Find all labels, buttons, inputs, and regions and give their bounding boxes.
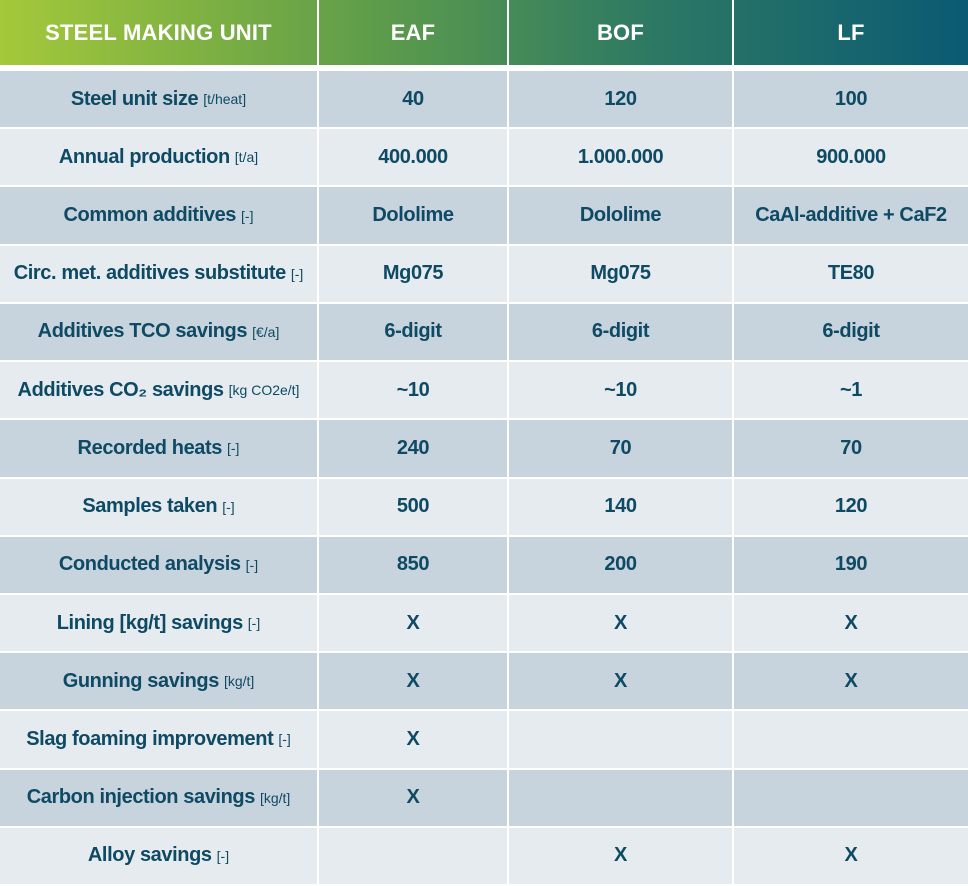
- value-cell-lf: X: [734, 653, 968, 712]
- row-label: Recorded heats: [77, 436, 223, 459]
- row-label-cell: Steel unit size [t/heat]: [0, 71, 319, 130]
- row-label-cell: Common additives [-]: [0, 187, 319, 246]
- row-label: Alloy savings: [87, 844, 212, 867]
- row-unit: [-]: [247, 615, 261, 632]
- value-cell-bof: 1.000.000: [509, 129, 734, 188]
- value-cell-lf: [734, 711, 968, 770]
- value-cell-bof: Mg075: [509, 245, 734, 304]
- header-lf: LF: [734, 0, 968, 71]
- row-label: Conducted analysis: [58, 553, 241, 576]
- value-cell-eaf: X: [319, 594, 509, 654]
- row-label: Circ. met. additives substitute: [13, 262, 287, 285]
- value-cell-lf: CaAl-additive + CaF2: [734, 187, 968, 246]
- row-label-cell: Samples taken [-]: [0, 478, 319, 537]
- row-unit: [-]: [222, 498, 235, 515]
- value-cell-eaf: 500: [319, 478, 509, 537]
- value-cell-bof: ~10: [509, 362, 734, 421]
- value-cell-eaf: [319, 827, 509, 886]
- value-cell-lf: 900.000: [734, 129, 968, 188]
- header-bof: BOF: [509, 0, 734, 71]
- row-label-cell: Additives TCO savings [€/a]: [0, 303, 319, 363]
- value-cell-bof: [509, 711, 734, 770]
- value-cell-eaf: 40: [319, 71, 509, 130]
- value-cell-eaf: Dololime: [319, 187, 509, 246]
- row-label-cell: Lining [kg/t] savings [-]: [0, 594, 319, 654]
- value-cell-bof: 140: [509, 478, 734, 537]
- row-unit: [-]: [216, 847, 230, 864]
- value-cell-bof: 200: [509, 536, 734, 595]
- row-label: Annual production: [58, 145, 230, 168]
- row-label-cell: Gunning savings [kg/t]: [0, 653, 319, 712]
- row-unit: [t/a]: [234, 149, 259, 166]
- value-cell-lf: X: [734, 594, 968, 654]
- row-label: Slag foaming improvement: [26, 727, 274, 750]
- header-gradient-band: [0, 0, 968, 71]
- row-unit: [-]: [278, 731, 291, 748]
- row-label-cell: Additives CO₂ savings [kg CO2e/t]: [0, 362, 319, 421]
- value-cell-eaf: X: [319, 769, 509, 828]
- row-label: Additives CO₂ savings: [17, 378, 225, 401]
- row-label: Lining [kg/t] savings: [56, 611, 243, 634]
- value-cell-bof: 6-digit: [509, 303, 734, 363]
- value-cell-bof: [509, 769, 734, 828]
- row-label: Steel unit size: [70, 87, 199, 110]
- row-label-cell: Slag foaming improvement [-]: [0, 711, 319, 770]
- value-cell-lf: X: [734, 827, 968, 886]
- row-label-cell: Annual production [t/a]: [0, 129, 319, 188]
- row-label: Common additives: [63, 204, 237, 227]
- value-cell-eaf: 850: [319, 536, 509, 595]
- row-unit: [t/heat]: [203, 91, 247, 108]
- value-cell-eaf: Mg075: [319, 245, 509, 304]
- value-cell-lf: ~1: [734, 362, 968, 421]
- value-cell-eaf: ~10: [319, 362, 509, 421]
- value-cell-lf: [734, 769, 968, 828]
- value-cell-lf: 120: [734, 478, 968, 537]
- row-unit: [kg/t]: [223, 673, 255, 690]
- row-label: Additives TCO savings: [37, 320, 248, 343]
- row-unit: [-]: [245, 556, 259, 573]
- row-unit: [-]: [290, 265, 304, 282]
- row-unit: [€/a]: [252, 323, 280, 340]
- value-cell-eaf: 240: [319, 420, 509, 479]
- value-cell-lf: 190: [734, 536, 968, 595]
- value-cell-bof: X: [509, 594, 734, 654]
- row-unit: [-]: [227, 440, 240, 457]
- value-cell-lf: 100: [734, 71, 968, 130]
- value-cell-eaf: 6-digit: [319, 303, 509, 363]
- row-unit: [kg/t]: [259, 789, 291, 806]
- value-cell-lf: 6-digit: [734, 303, 968, 363]
- row-label-cell: Recorded heats [-]: [0, 420, 319, 479]
- row-unit: [-]: [241, 207, 254, 224]
- row-label-cell: Alloy savings [-]: [0, 827, 319, 886]
- row-unit: [kg CO2e/t]: [228, 382, 300, 399]
- row-label: Gunning savings: [62, 669, 220, 692]
- header-steel-making-unit: STEEL MAKING UNIT: [0, 0, 319, 71]
- value-cell-bof: X: [509, 827, 734, 886]
- value-cell-bof: 70: [509, 420, 734, 479]
- row-label-cell: Conducted analysis [-]: [0, 536, 319, 595]
- header-eaf: EAF: [319, 0, 509, 71]
- row-label: Carbon injection savings: [26, 786, 256, 809]
- row-label-cell: Carbon injection savings [kg/t]: [0, 769, 319, 828]
- value-cell-eaf: X: [319, 711, 509, 770]
- row-label-cell: Circ. met. additives substitute [-]: [0, 245, 319, 304]
- value-cell-bof: Dololime: [509, 187, 734, 246]
- value-cell-lf: TE80: [734, 245, 968, 304]
- value-cell-bof: 120: [509, 71, 734, 130]
- value-cell-eaf: 400.000: [319, 129, 509, 188]
- value-cell-bof: X: [509, 653, 734, 712]
- value-cell-lf: 70: [734, 420, 968, 479]
- row-label: Samples taken: [82, 495, 218, 518]
- value-cell-eaf: X: [319, 653, 509, 712]
